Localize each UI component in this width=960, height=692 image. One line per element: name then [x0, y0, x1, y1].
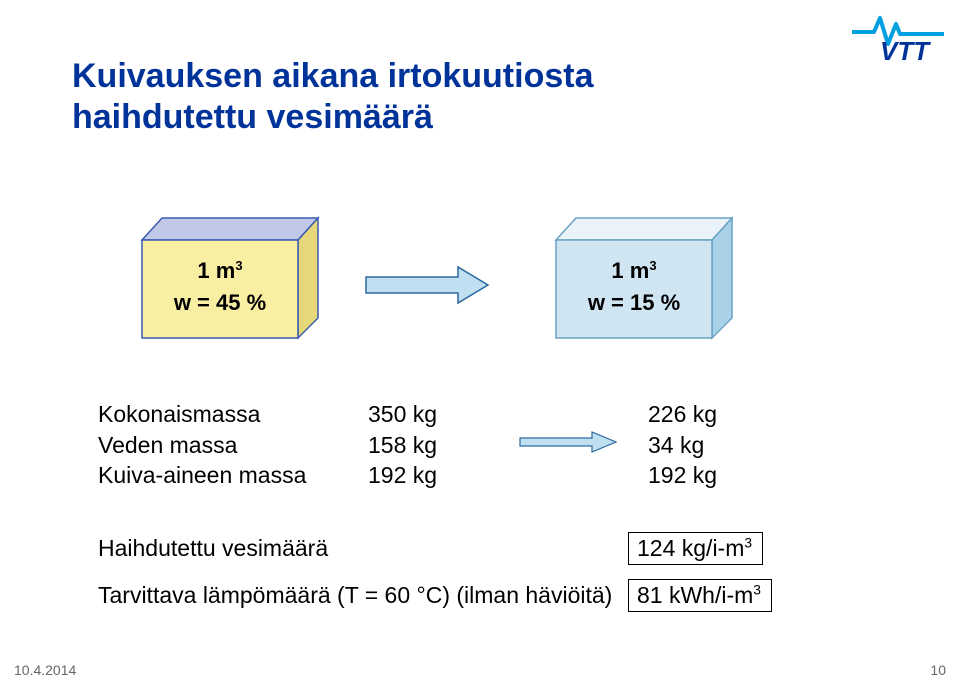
cube1-side-face [298, 218, 318, 338]
title-line2: haihdutettu vesimäärä [72, 98, 433, 136]
result-block: Haihdutettu vesimäärä124 kg/i-m3Tarvitta… [98, 532, 772, 626]
cube1-top-face [142, 218, 318, 240]
row-arrow-cell [518, 400, 648, 429]
table-row: Kokonaismassa350 kg 226 kg [98, 400, 758, 429]
row-label: Kuiva-aineen massa [98, 461, 368, 490]
title-line1: Kuivauksen aikana irtokuutiosta [72, 57, 594, 95]
row-value-after: 226 kg [648, 400, 758, 429]
table-row: Veden massa158 kg 34 kg [98, 429, 758, 461]
result-row: Haihdutettu vesimäärä124 kg/i-m3 [98, 532, 772, 565]
row-value-before: 350 kg [368, 400, 518, 429]
table-row: Kuiva-aineen massa192 kg192 kg [98, 461, 758, 490]
cube2-moisture-label: w = 15 % [587, 290, 680, 315]
result-label: Haihdutettu vesimäärä [98, 535, 628, 562]
row-label: Veden massa [98, 429, 368, 461]
cube2-side-face [712, 218, 732, 338]
row-arrow-cell [518, 429, 648, 461]
logo-text: VTT [880, 36, 931, 66]
cube-after: 1 m3 w = 15 % [534, 210, 734, 360]
result-value-box: 81 kWh/i-m3 [628, 579, 772, 612]
result-value-box: 124 kg/i-m3 [628, 532, 763, 565]
cube1-front-face [142, 240, 298, 338]
arrow-right-icon [518, 430, 618, 454]
row-value-after: 34 kg [648, 429, 758, 461]
cube2-top-face [556, 218, 732, 240]
footer-date: 10.4.2014 [14, 662, 76, 678]
footer-page: 10 [930, 662, 946, 678]
vtt-logo: VTT [850, 10, 946, 71]
arrow-icon [362, 261, 492, 309]
result-label: Tarvittava lämpömäärä (T = 60 °C) (ilman… [98, 582, 628, 609]
row-label: Kokonaismassa [98, 400, 368, 429]
cube-diagram: 1 m3 w = 45 % 1 m3 w = 15 % [120, 210, 734, 360]
result-row: Tarvittava lämpömäärä (T = 60 °C) (ilman… [98, 579, 772, 612]
cube1-moisture-label: w = 45 % [173, 290, 266, 315]
cube2-front-face [556, 240, 712, 338]
cube-before: 1 m3 w = 45 % [120, 210, 320, 360]
row-value-before: 192 kg [368, 461, 518, 490]
page-title: Kuivauksen aikana irtokuutiosta haihdute… [72, 56, 594, 138]
slide: VTT Kuivauksen aikana irtokuutiosta haih… [0, 0, 960, 692]
row-value-after: 192 kg [648, 461, 758, 490]
row-arrow-cell [518, 461, 648, 490]
row-value-before: 158 kg [368, 429, 518, 461]
mass-table: Kokonaismassa350 kg226 kgVeden massa158 … [98, 400, 758, 490]
